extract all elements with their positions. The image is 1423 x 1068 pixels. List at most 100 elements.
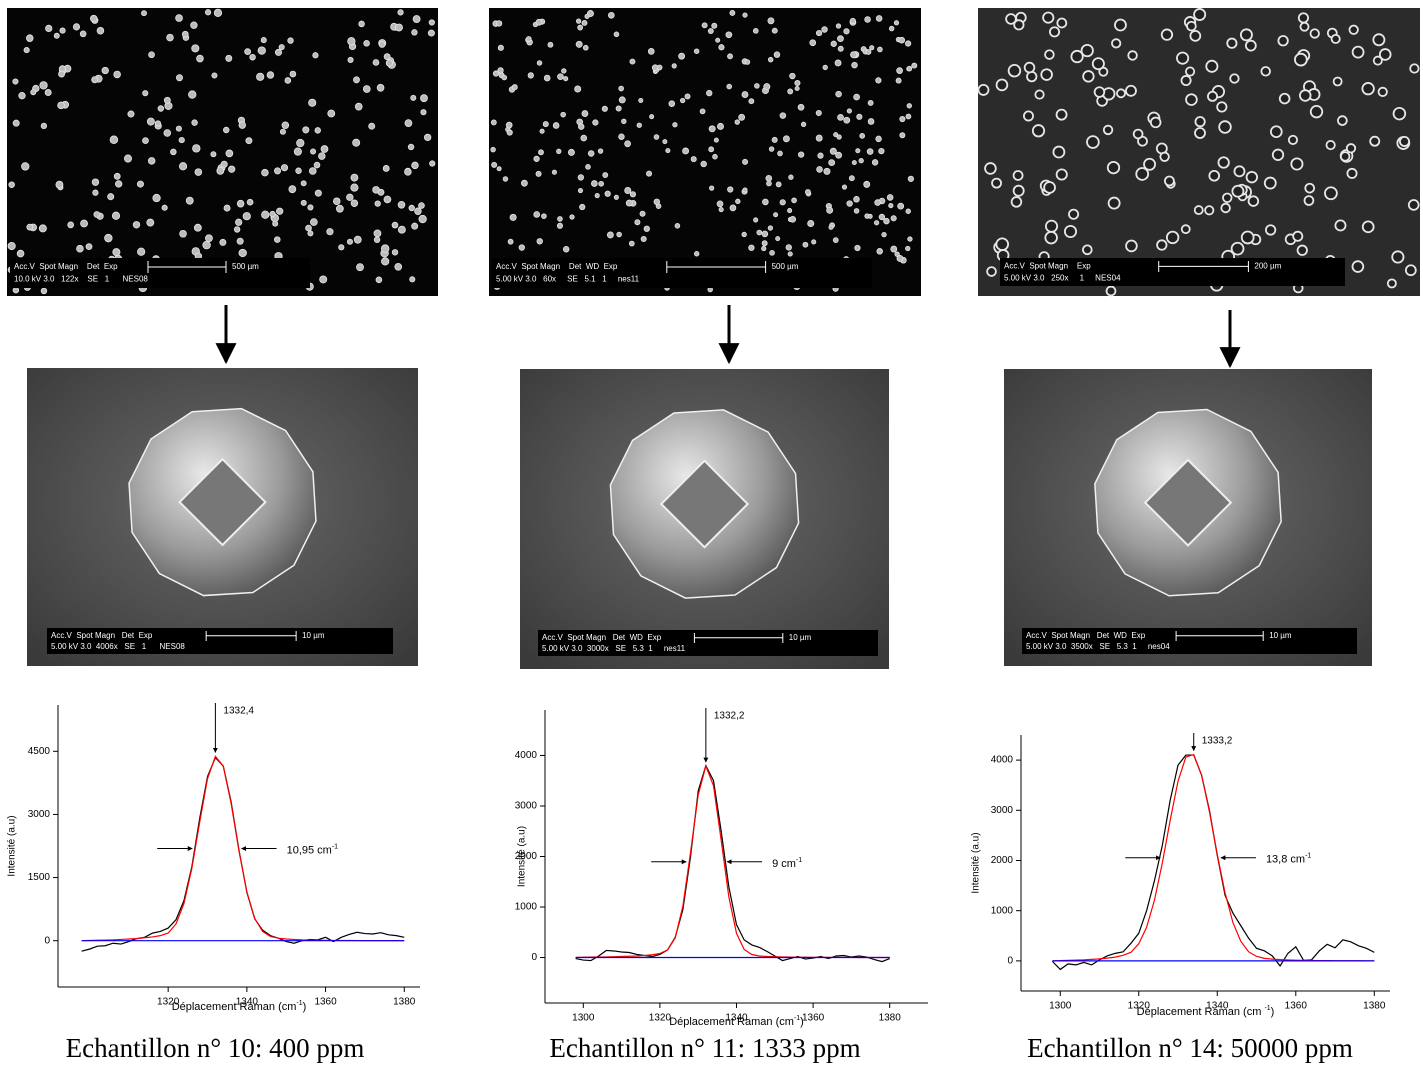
particle: [1082, 244, 1093, 256]
particle: [859, 133, 866, 139]
particle: [411, 161, 419, 170]
particle: [585, 164, 591, 170]
particle: [741, 231, 747, 238]
sem-image: Acc.V Spot Magn Det WD Exp 5.00 kV 3.0 35…: [1004, 369, 1372, 666]
particle: [1111, 38, 1122, 49]
particle: [869, 45, 875, 51]
particle: [1194, 116, 1206, 128]
particle: [67, 221, 75, 229]
particle: [242, 212, 251, 221]
particle: [584, 13, 590, 19]
particle: [353, 235, 362, 244]
y-tick-label: 4500: [28, 746, 51, 757]
particle: [295, 167, 302, 175]
particle: [729, 204, 737, 212]
particle: [875, 135, 882, 143]
particle: [877, 46, 883, 53]
particle: [373, 229, 382, 238]
particle: [111, 211, 121, 220]
particle: [92, 189, 99, 196]
particle: [188, 90, 197, 99]
particle: [991, 177, 1002, 189]
particle: [181, 30, 189, 38]
particle: [1185, 93, 1198, 106]
particle: [898, 36, 906, 44]
particle: [624, 187, 632, 195]
particle: [1229, 73, 1240, 84]
particle: [811, 239, 817, 245]
particle: [1102, 124, 1114, 136]
particle: [1070, 49, 1084, 64]
particle: [624, 140, 631, 148]
particle: [625, 199, 633, 207]
particle: [274, 236, 281, 243]
particle: [190, 21, 198, 29]
particle: [296, 138, 305, 148]
y-axis-label: Intensité (a.u): [517, 826, 528, 887]
particle: [302, 126, 310, 134]
particle: [536, 60, 543, 66]
particle: [791, 197, 797, 204]
particle: [407, 143, 415, 151]
particle: [1185, 66, 1196, 77]
particle: [1392, 106, 1407, 121]
particle: [85, 243, 93, 250]
particle: [1361, 220, 1375, 234]
particle: [715, 37, 721, 43]
particle: [886, 194, 894, 201]
particle: [1378, 48, 1392, 61]
particle: [152, 193, 161, 203]
particle: [1330, 33, 1341, 44]
x-tick-label: 1340: [725, 1013, 748, 1024]
particle: [535, 18, 543, 26]
particle: [591, 180, 598, 187]
particle: [1345, 143, 1357, 154]
particle: [266, 71, 275, 79]
particle: [752, 27, 759, 34]
particle: [800, 121, 807, 128]
particle: [761, 230, 769, 238]
particle: [766, 180, 772, 187]
spectrum-line: [81, 756, 405, 952]
particle: [607, 11, 615, 19]
particle: [163, 96, 171, 104]
particle: [93, 211, 101, 218]
crystal-facet: [659, 459, 750, 549]
particle: [511, 84, 518, 91]
particle: [726, 83, 733, 90]
particle: [308, 98, 317, 107]
particle: [418, 202, 425, 209]
particle: [1278, 92, 1291, 105]
particle: [775, 181, 782, 188]
particle: [1260, 66, 1271, 77]
particle: [318, 152, 326, 160]
particle: [287, 37, 294, 44]
particle: [289, 70, 297, 78]
particle: [1042, 11, 1055, 24]
particle: [1165, 230, 1180, 245]
particle: [154, 120, 162, 127]
particle: [166, 33, 174, 42]
particle: [606, 231, 614, 239]
particle: [693, 48, 700, 54]
info-line: Acc.V Spot Magn Det WD Exp: [496, 262, 618, 271]
particle: [347, 37, 356, 46]
particle: [123, 154, 132, 163]
particle: [101, 66, 109, 75]
particle: [300, 199, 307, 206]
width-label-exp: -1: [332, 843, 338, 850]
particle: [107, 193, 115, 201]
particle: [223, 126, 230, 134]
particle: [742, 158, 749, 165]
particle: [397, 225, 406, 234]
particle: [768, 146, 775, 152]
particle: [281, 121, 290, 130]
particle: [535, 170, 542, 177]
particle: [1193, 205, 1204, 216]
particle: [112, 248, 121, 257]
particle: [409, 276, 416, 283]
particle: [496, 166, 502, 172]
particle: [377, 188, 385, 196]
particle: [314, 189, 322, 197]
particle: [678, 52, 686, 60]
